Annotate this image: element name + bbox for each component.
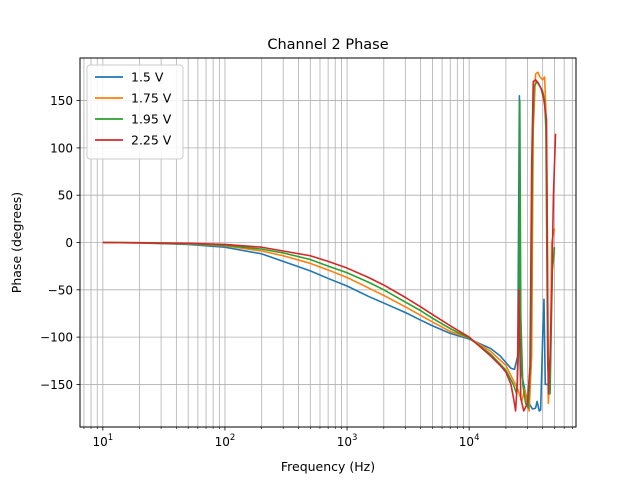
legend-label: 1.95 V bbox=[131, 112, 172, 127]
x-axis-label: Frequency (Hz) bbox=[281, 459, 375, 474]
x-tick-label: 101 bbox=[92, 433, 113, 449]
x-tick-label: 102 bbox=[215, 433, 236, 449]
ticks: 101 102 103 104 150 100 50 0 −50 −100 −150 bbox=[40, 94, 573, 449]
y-tick-label: −50 bbox=[48, 283, 73, 297]
y-tick-label: −100 bbox=[40, 331, 73, 345]
series-line-2-25-v bbox=[102, 78, 557, 412]
legend-box bbox=[86, 64, 184, 160]
legend: 1.5 V 1.75 V 1.95 V 2.25 V bbox=[86, 64, 184, 160]
legend-label: 1.75 V bbox=[131, 91, 172, 106]
y-axis-label: Phase (degrees) bbox=[9, 192, 24, 293]
y-tick-label: −150 bbox=[40, 378, 73, 392]
y-tick-label: 50 bbox=[58, 189, 73, 203]
y-tick-label: 0 bbox=[65, 236, 73, 250]
series-lines bbox=[102, 71, 557, 412]
x-tick-label: 104 bbox=[459, 433, 480, 449]
series-line-1-5-v bbox=[102, 95, 548, 412]
x-tick-label: 103 bbox=[337, 433, 358, 449]
y-tick-label: 100 bbox=[50, 141, 73, 155]
legend-label: 2.25 V bbox=[131, 133, 172, 148]
y-tick-label: 150 bbox=[50, 94, 73, 108]
series-line-1-75-v bbox=[102, 71, 556, 412]
legend-label: 1.5 V bbox=[131, 70, 164, 85]
chart-title: Channel 2 Phase bbox=[267, 37, 388, 53]
